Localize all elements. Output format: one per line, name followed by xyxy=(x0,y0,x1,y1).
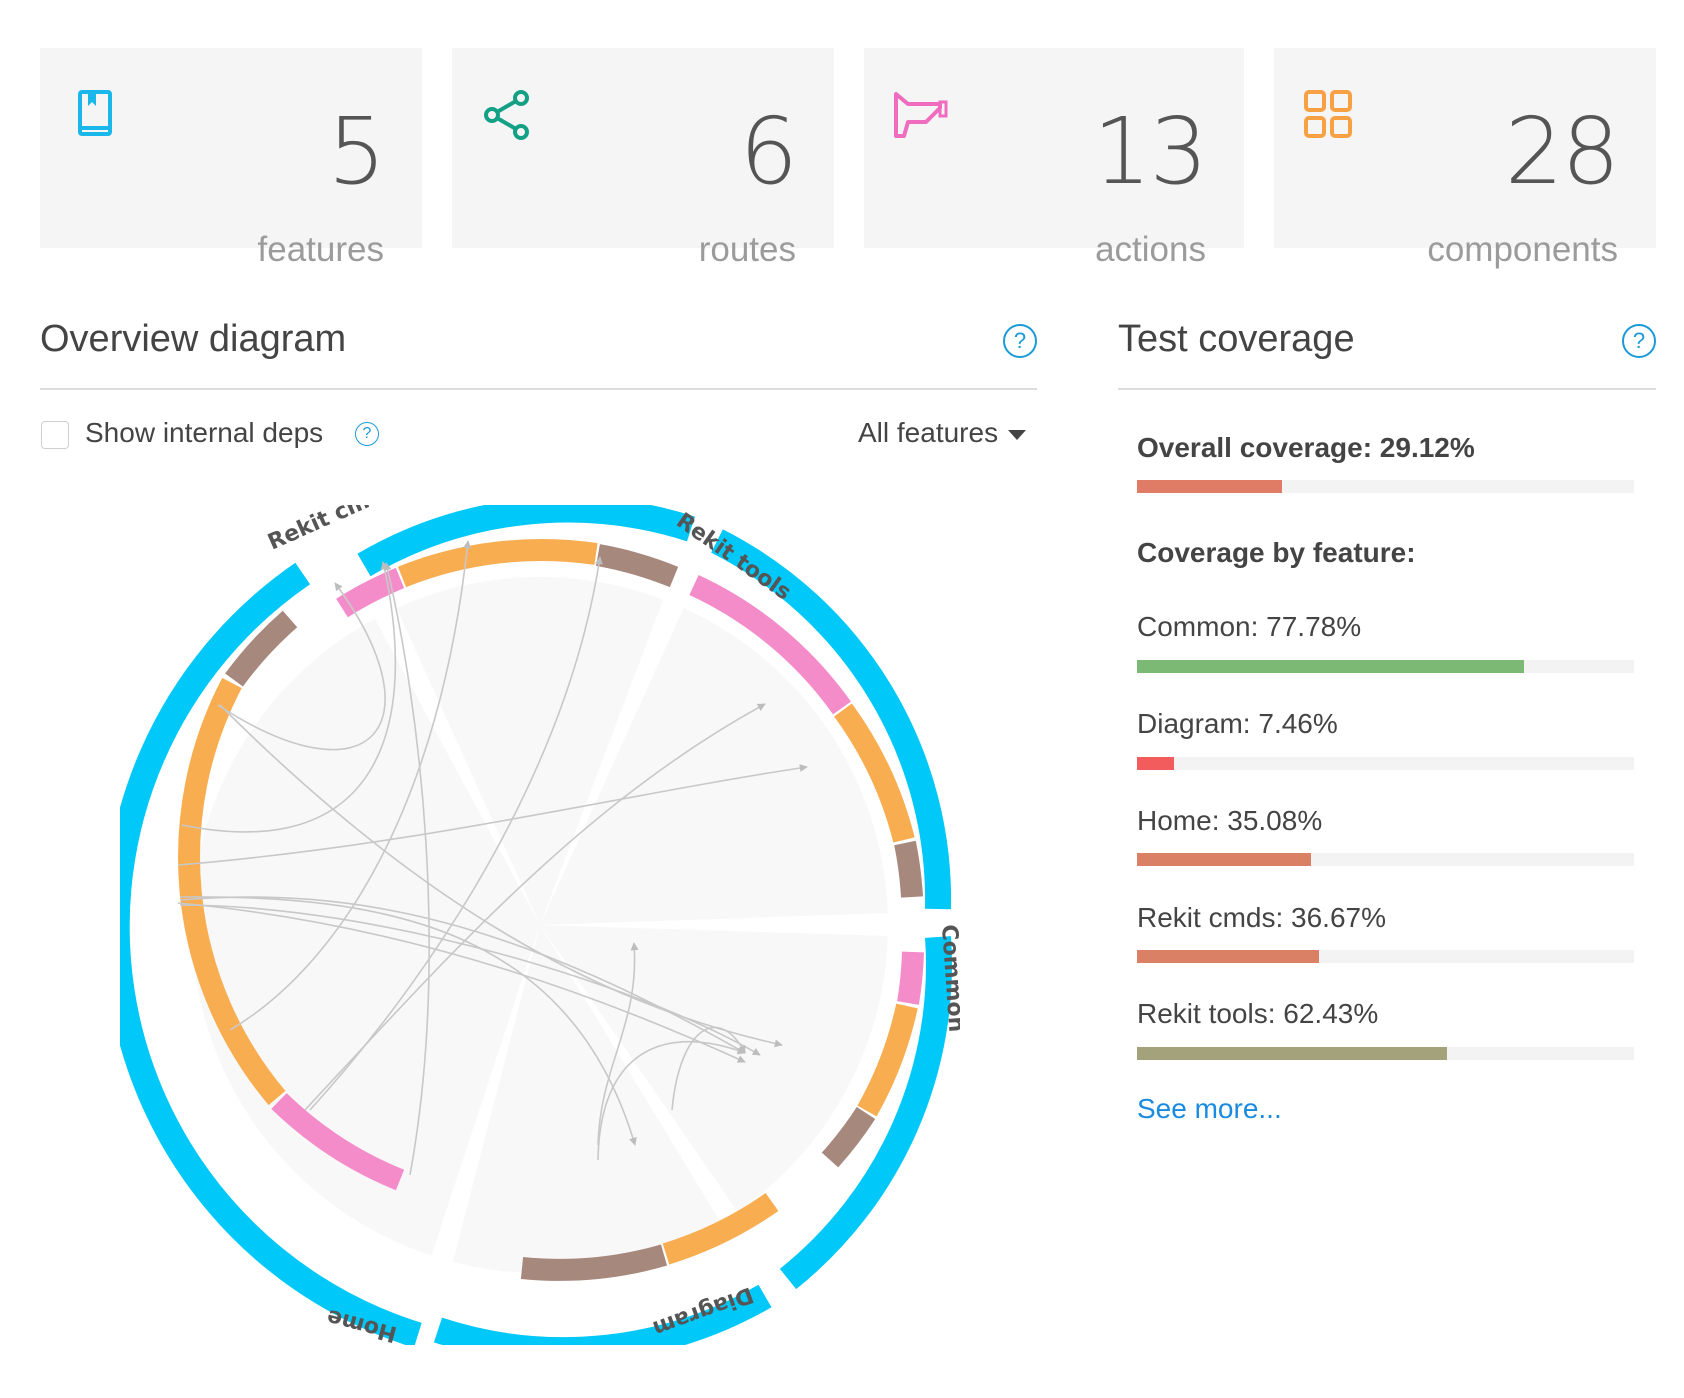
type-arc xyxy=(689,575,851,715)
feature-arc-rekit-tools[interactable] xyxy=(711,529,952,910)
overview-title: Overview diagram xyxy=(40,318,347,360)
coverage-fill-rekit-tools xyxy=(1137,1047,1448,1060)
routes-label: routes xyxy=(698,230,796,269)
show-internal-deps-checkbox[interactable] xyxy=(41,421,69,449)
feature-arc-diagram[interactable] xyxy=(433,1284,772,1345)
dependency-chord xyxy=(304,703,766,1111)
coverage-bar-diagram xyxy=(1137,757,1634,770)
dependency-chord xyxy=(219,704,783,1048)
type-arc xyxy=(897,951,924,1005)
grid-icon xyxy=(1304,90,1352,138)
dependency-chord xyxy=(671,1026,746,1111)
feature-gap xyxy=(341,543,540,925)
features-label: features xyxy=(257,230,384,269)
feature-filter-value: All features xyxy=(858,417,999,448)
dependency-chord xyxy=(229,540,472,1031)
coverage-fill-diagram xyxy=(1137,757,1175,770)
coverage-bar-rekit-tools xyxy=(1137,1047,1634,1060)
dependency-chord xyxy=(597,942,639,1146)
type-arc xyxy=(834,703,915,843)
feature-filter-dropdown[interactable]: All features xyxy=(858,417,1027,449)
type-arc xyxy=(520,1244,668,1281)
overall-coverage-bar xyxy=(1137,480,1634,493)
overall-coverage-label: Overall coverage: 29.12% xyxy=(1137,432,1475,463)
components-label: components xyxy=(1427,230,1618,269)
megaphone-icon xyxy=(894,92,948,138)
feature-label-common: Common xyxy=(936,924,960,1033)
feature-arc-home[interactable] xyxy=(120,562,422,1345)
feature-gap xyxy=(540,912,920,937)
type-arc xyxy=(857,1003,918,1117)
coverage-bar-rekit-cmds xyxy=(1137,950,1634,963)
coverage-fill-rekit-cmds xyxy=(1137,950,1320,963)
type-arc xyxy=(662,1192,779,1265)
coverage-fill-common xyxy=(1137,660,1524,673)
overview-chord-diagram[interactable]: Rekit cmds Rekit tools Common Diagram Ho… xyxy=(120,505,960,1345)
stat-card-components: 28 components xyxy=(1274,48,1656,269)
overall-coverage-fill xyxy=(1137,480,1282,493)
feature-arc-common[interactable] xyxy=(779,936,952,1290)
dependency-chord xyxy=(179,904,761,1056)
coverage-help-icon[interactable]: ? xyxy=(1622,324,1656,358)
type-arc xyxy=(595,544,679,588)
see-more-link[interactable]: See more... xyxy=(1137,1093,1282,1124)
dependency-chord xyxy=(179,896,637,1146)
overview-help-icon[interactable]: ? xyxy=(1003,324,1037,358)
dependency-chord xyxy=(177,902,746,1063)
book-icon xyxy=(78,90,112,136)
feature-gap xyxy=(540,529,715,925)
show-internal-deps-label[interactable]: Show internal deps xyxy=(85,417,324,448)
stat-card-routes: 6 routes xyxy=(452,48,834,269)
coverage-fill-home xyxy=(1137,853,1312,866)
feature-arc-rekit-cmds[interactable] xyxy=(357,505,695,577)
dependency-chord xyxy=(217,582,386,751)
type-arc xyxy=(336,567,405,618)
coverage-label-rekit-tools: Rekit tools: 62.43% xyxy=(1137,998,1379,1029)
components-count: 28 xyxy=(1504,98,1620,205)
feature-gap xyxy=(410,925,540,1327)
routes-count: 6 xyxy=(739,98,798,205)
caret-down-icon xyxy=(1008,429,1027,440)
stat-card-features: 5 features xyxy=(40,48,422,269)
type-arc xyxy=(397,539,598,588)
actions-count: 13 xyxy=(1092,98,1208,205)
coverage-bar-common xyxy=(1137,660,1634,673)
coverage-label-diagram: Diagram: 7.46% xyxy=(1137,708,1338,739)
type-arc xyxy=(271,1093,405,1191)
coverage-title: Test coverage xyxy=(1118,318,1355,360)
dependency-chord xyxy=(383,562,430,1176)
dependency-chord xyxy=(597,1041,746,1161)
coverage-by-feature-heading: Coverage by feature: xyxy=(1137,537,1416,568)
overview-divider xyxy=(40,388,1037,390)
actions-label: actions xyxy=(1095,230,1206,269)
stat-card-actions: 13 actions xyxy=(864,48,1244,269)
type-arc xyxy=(821,1106,876,1168)
coverage-label-home: Home: 35.08% xyxy=(1137,805,1323,836)
share-icon xyxy=(484,90,529,140)
dependency-chord xyxy=(181,561,397,833)
internal-deps-help-icon[interactable]: ? xyxy=(355,422,379,446)
coverage-label-common: Common: 77.78% xyxy=(1137,611,1362,642)
type-arc xyxy=(894,840,923,898)
coverage-bar-home xyxy=(1137,853,1634,866)
coverage-label-rekit-cmds: Rekit cmds: 36.67% xyxy=(1137,902,1386,933)
features-count: 5 xyxy=(327,98,386,205)
feature-gap xyxy=(540,925,786,1297)
coverage-divider xyxy=(1118,388,1656,390)
type-arc xyxy=(225,610,298,687)
dependency-chord xyxy=(179,896,746,1054)
